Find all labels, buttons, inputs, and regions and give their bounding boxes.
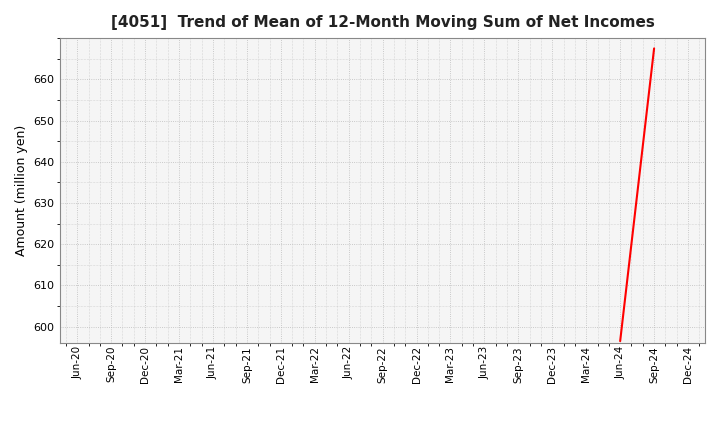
Y-axis label: Amount (million yen): Amount (million yen): [15, 125, 28, 256]
Legend: 3 Years, 5 Years, 7 Years, 10 Years: 3 Years, 5 Years, 7 Years, 10 Years: [171, 435, 594, 440]
Title: [4051]  Trend of Mean of 12-Month Moving Sum of Net Incomes: [4051] Trend of Mean of 12-Month Moving …: [111, 15, 654, 30]
